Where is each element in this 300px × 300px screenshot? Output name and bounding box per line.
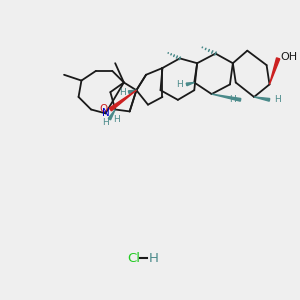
Polygon shape [186,82,194,86]
Text: H: H [113,115,120,124]
Text: N: N [102,108,110,118]
Text: H: H [274,95,281,104]
Text: H: H [229,95,236,104]
Polygon shape [110,90,136,111]
Text: H: H [149,251,159,265]
Polygon shape [269,58,280,84]
Text: H: H [176,80,183,89]
Polygon shape [108,110,115,120]
Text: H: H [102,118,109,127]
Polygon shape [212,94,241,101]
Polygon shape [128,90,136,93]
Text: Cl: Cl [127,251,140,265]
Text: O: O [100,104,108,115]
Text: H: H [119,88,126,97]
Text: OH: OH [280,52,297,62]
Polygon shape [254,97,270,101]
